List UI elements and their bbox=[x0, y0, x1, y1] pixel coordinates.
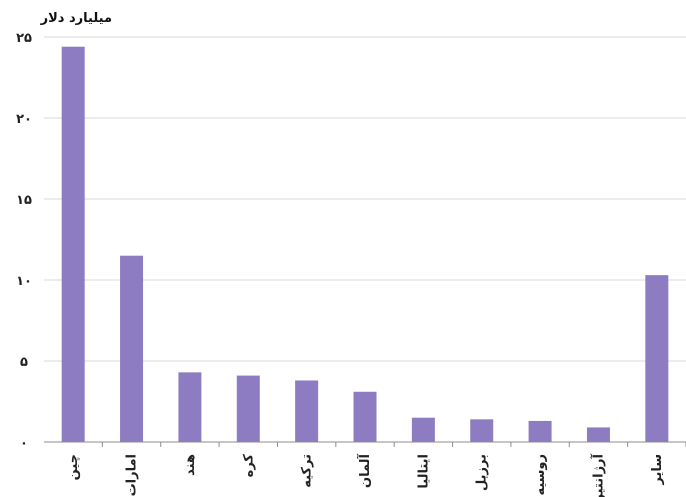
x-tick-label: برزیل bbox=[475, 454, 490, 491]
bar bbox=[411, 417, 435, 442]
y-axis-ticks: ۰ ۵ ۱۰ ۱۵ ۲۰ ۲۵ bbox=[16, 31, 32, 451]
bar bbox=[61, 46, 85, 442]
bars bbox=[61, 46, 669, 442]
bar bbox=[295, 380, 319, 442]
y-tick-label: ۱۵ bbox=[16, 193, 32, 208]
bar bbox=[586, 427, 610, 442]
x-tick-label: ترکیه bbox=[300, 454, 315, 488]
bar bbox=[470, 419, 494, 442]
y-tick-label: ۲۰ bbox=[16, 112, 32, 127]
x-tick-label: ایتالیا bbox=[416, 454, 431, 489]
x-tick-label: هند bbox=[183, 454, 198, 476]
bar bbox=[528, 420, 552, 442]
y-tick-label: ۰ bbox=[20, 436, 28, 451]
y-tick-label: ۱۰ bbox=[16, 274, 32, 289]
x-tick-label: آرژانتین bbox=[589, 453, 606, 497]
x-tick-label: سایر bbox=[650, 454, 665, 486]
y-tick-label: ۲۵ bbox=[16, 31, 32, 46]
x-tick-label: آلمان bbox=[356, 453, 373, 488]
bar bbox=[178, 372, 202, 442]
bar bbox=[236, 375, 260, 442]
x-tick-label: امارات bbox=[125, 454, 140, 496]
x-tick-label: روسیه bbox=[533, 454, 548, 496]
y-axis-unit-label: میلیارد دلار bbox=[40, 11, 112, 26]
x-axis-ticks: چین امارات هند کره ترکیه آلمان ایتالیا برزیل روس… bbox=[66, 442, 686, 497]
x-tick-label: چین bbox=[66, 454, 81, 480]
x-tick-label: کره bbox=[241, 454, 256, 478]
bar bbox=[120, 255, 144, 442]
gridlines bbox=[44, 36, 686, 362]
bar bbox=[645, 275, 669, 442]
y-tick-label: ۵ bbox=[20, 355, 28, 370]
bar bbox=[353, 391, 377, 442]
